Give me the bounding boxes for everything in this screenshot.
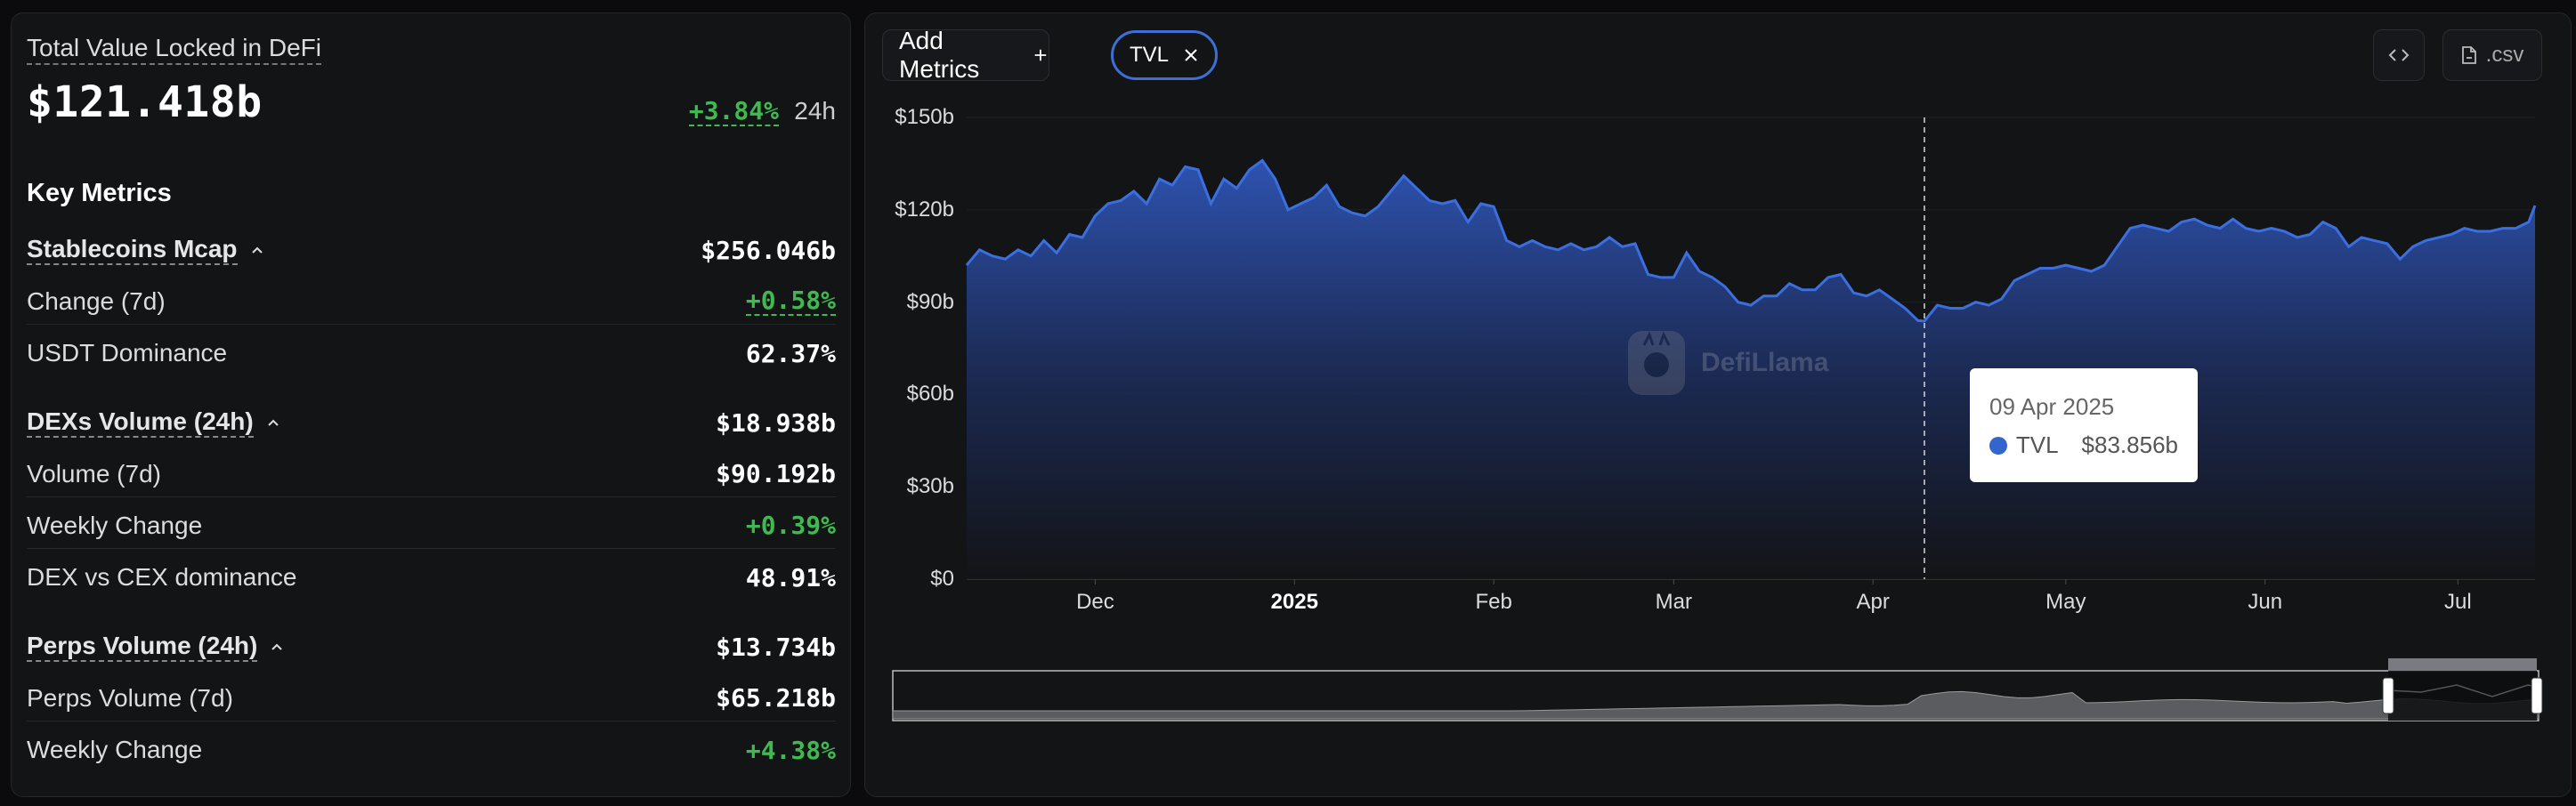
metric-label: USDT Dominance	[27, 339, 228, 367]
x-tick-label: Mar	[1655, 590, 1693, 614]
key-metrics-panel: Total Value Locked in DeFi $121.418b +3.…	[11, 12, 851, 797]
stablecoins-value: $256.046b	[701, 235, 836, 265]
defillama-watermark: DefiLlama	[1624, 327, 1828, 399]
usdt-dominance-row: USDT Dominance 62.37%	[27, 330, 836, 376]
y-tick-label: $150b	[895, 105, 954, 129]
x-tick-label: Jul	[2444, 590, 2472, 614]
perps-weekly-change-row: Weekly Change +4.38%	[27, 727, 836, 773]
stablecoins-change-row: Change (7d) +0.58%	[27, 278, 836, 325]
metric-label: Volume (7d)	[27, 459, 161, 488]
chevron-up-icon[interactable]	[270, 640, 284, 654]
csv-download-button[interactable]: .csv	[2442, 29, 2542, 81]
metric-value: $90.192b	[716, 459, 836, 488]
x-tick-label: Jun	[2248, 590, 2283, 614]
llama-logo-icon	[1628, 331, 1685, 395]
series-dot-icon	[1989, 436, 2007, 455]
metric-label: Weekly Change	[27, 511, 203, 539]
dexs-volume-row[interactable]: DEXs Volume (24h) $18.938b	[27, 399, 836, 446]
chevron-up-icon[interactable]	[266, 415, 280, 430]
dexs-weekly-change-row: Weekly Change +0.39%	[27, 503, 836, 549]
x-tick-label: Dec	[1076, 590, 1114, 614]
perps-volume-7d-row: Perps Volume (7d) $65.218b	[27, 675, 836, 721]
tvl-chip[interactable]: TVL	[1111, 30, 1218, 80]
y-tick-label: $60b	[906, 382, 954, 407]
stablecoins-row[interactable]: Stablecoins Mcap $256.046b	[27, 227, 836, 273]
chart-tooltip: 09 Apr 2025 TVL $83.856b	[1970, 368, 2198, 482]
tvl-title[interactable]: Total Value Locked in DeFi	[27, 33, 321, 65]
watermark-text: DefiLlama	[1701, 348, 1829, 377]
csv-label: .csv	[2485, 43, 2524, 67]
file-icon	[2461, 46, 2476, 64]
tooltip-series: TVL	[2015, 431, 2059, 458]
perps-volume-value: $13.734b	[716, 632, 836, 662]
metric-value: $65.218b	[716, 683, 836, 713]
add-metrics-label: Add Metrics	[899, 27, 980, 83]
x-tick-label: 2025	[1270, 590, 1318, 614]
tooltip-date: 09 Apr 2025	[1989, 393, 2115, 420]
y-tick-label: $30b	[906, 474, 954, 499]
metric-value: +4.38%	[745, 735, 836, 765]
key-metrics-title: Key Metrics	[27, 179, 172, 207]
metric-value: +0.39%	[745, 511, 836, 540]
tvl-period: 24h	[794, 97, 836, 125]
tvl-change[interactable]: +3.84%	[688, 96, 779, 126]
x-tick-label: Apr	[1856, 590, 1890, 614]
x-tick-label: May	[2045, 590, 2086, 614]
y-tick-label: $0	[930, 567, 954, 591]
perps-volume-label[interactable]: Perps Volume (24h)	[27, 632, 258, 662]
close-icon[interactable]	[1183, 47, 1199, 63]
metric-label: Change (7d)	[27, 286, 166, 315]
metric-label: Perps Volume (7d)	[27, 683, 233, 712]
metric-label: DEX vs CEX dominance	[27, 563, 297, 591]
dexs-volume-value: $18.938b	[716, 407, 836, 438]
perps-volume-row[interactable]: Perps Volume (24h) $13.734b	[27, 624, 836, 670]
dexs-volume-7d-row: Volume (7d) $90.192b	[27, 451, 836, 497]
code-icon	[2388, 49, 2410, 61]
tooltip-value: $83.856b	[2081, 431, 2178, 458]
plus-icon	[1034, 49, 1047, 61]
y-tick-label: $90b	[906, 289, 954, 314]
metric-value: +0.58%	[745, 285, 836, 316]
metric-value: 48.91%	[745, 562, 836, 592]
embed-button[interactable]	[2373, 29, 2425, 81]
chart-panel: Add Metrics TVL .csv	[864, 12, 2572, 797]
add-metrics-button[interactable]: Add Metrics	[882, 27, 1049, 83]
dex-vs-cex-row: DEX vs CEX dominance 48.91%	[27, 554, 836, 600]
stablecoins-label[interactable]: Stablecoins Mcap	[27, 235, 238, 265]
tvl-chip-label: TVL	[1129, 43, 1169, 67]
y-tick-label: $120b	[895, 197, 954, 222]
tvl-value: $121.418b	[27, 77, 263, 127]
dexs-volume-label[interactable]: DEXs Volume (24h)	[27, 407, 254, 438]
metric-label: Weekly Change	[27, 736, 203, 763]
x-tick-label: Feb	[1475, 590, 1512, 614]
chevron-up-icon[interactable]	[250, 243, 264, 257]
metric-value: 62.37%	[745, 338, 836, 368]
